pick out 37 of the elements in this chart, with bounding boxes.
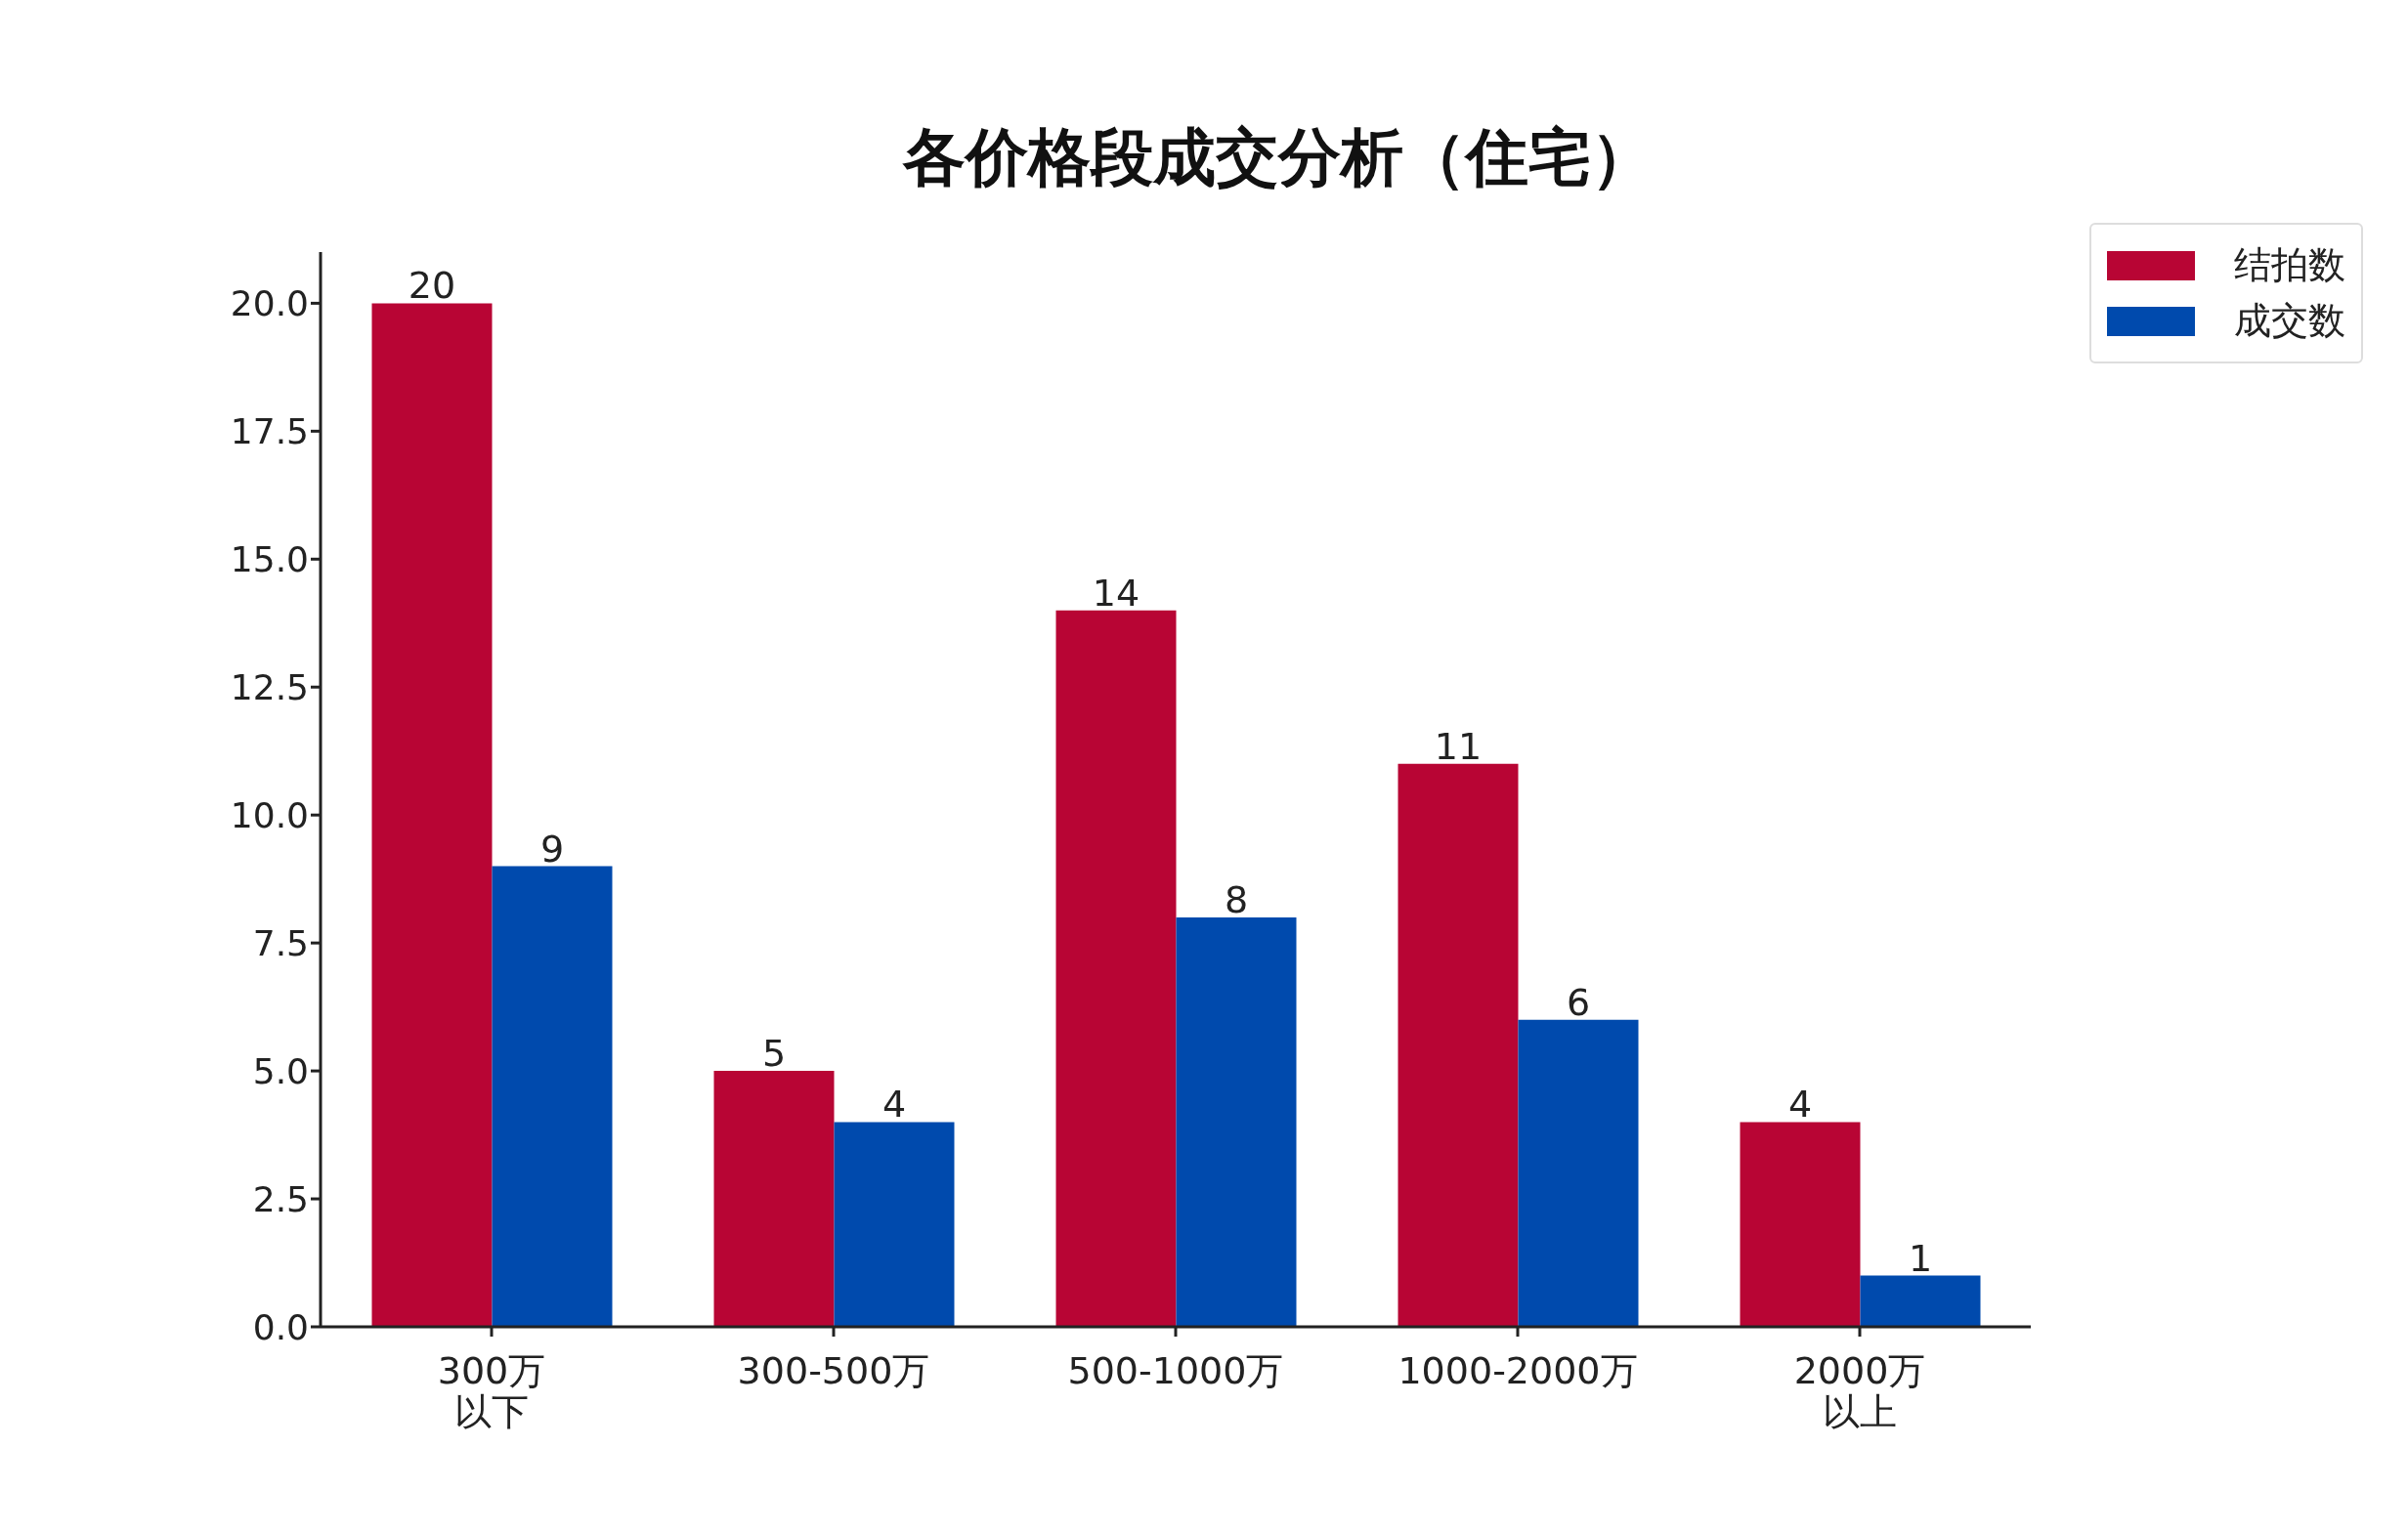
bar (492, 866, 613, 1327)
data-label: 9 (539, 827, 565, 871)
x-tick-label: 2000万以上 (1793, 1349, 1926, 1433)
y-tick-label: 20.0 (230, 283, 309, 324)
data-label: 14 (1092, 571, 1140, 615)
bar (1740, 1122, 1861, 1327)
y-tick-label: 7.5 (252, 922, 309, 963)
bar (1518, 1019, 1639, 1327)
data-label: 4 (1787, 1083, 1813, 1127)
bar (1398, 763, 1519, 1327)
bar (1055, 610, 1177, 1327)
y-tick-label: 5.0 (252, 1050, 309, 1091)
legend-label: 结拍数 (2234, 242, 2345, 288)
y-tick-label: 12.5 (230, 667, 309, 708)
bar (713, 1071, 835, 1327)
y-tick-label: 10.0 (230, 794, 309, 835)
data-label: 6 (1566, 980, 1591, 1024)
bar (834, 1122, 955, 1327)
bar (1860, 1275, 1981, 1327)
legend-label: 成交数 (2234, 298, 2345, 344)
x-tick-label: 300-500万 (737, 1349, 930, 1392)
x-tick-label: 1000-2000万 (1398, 1349, 1638, 1392)
y-tick-label: 17.5 (230, 411, 309, 452)
y-tick-label: 15.0 (230, 539, 309, 580)
data-label: 4 (882, 1083, 907, 1127)
x-tick-label: 300万以下 (437, 1349, 546, 1433)
y-tick-label: 2.5 (252, 1178, 309, 1219)
bar (1176, 916, 1297, 1327)
data-label: 5 (761, 1032, 787, 1076)
x-tick-label: 500-1000万 (1067, 1349, 1284, 1392)
chart-title: 各价格段成交分析（住宅） (901, 120, 1655, 195)
y-tick-label: 0.0 (252, 1306, 309, 1347)
data-label: 8 (1224, 877, 1249, 921)
data-label: 11 (1434, 724, 1483, 768)
data-label: 20 (408, 264, 456, 308)
data-label: 1 (1908, 1236, 1933, 1280)
bar (371, 303, 493, 1327)
